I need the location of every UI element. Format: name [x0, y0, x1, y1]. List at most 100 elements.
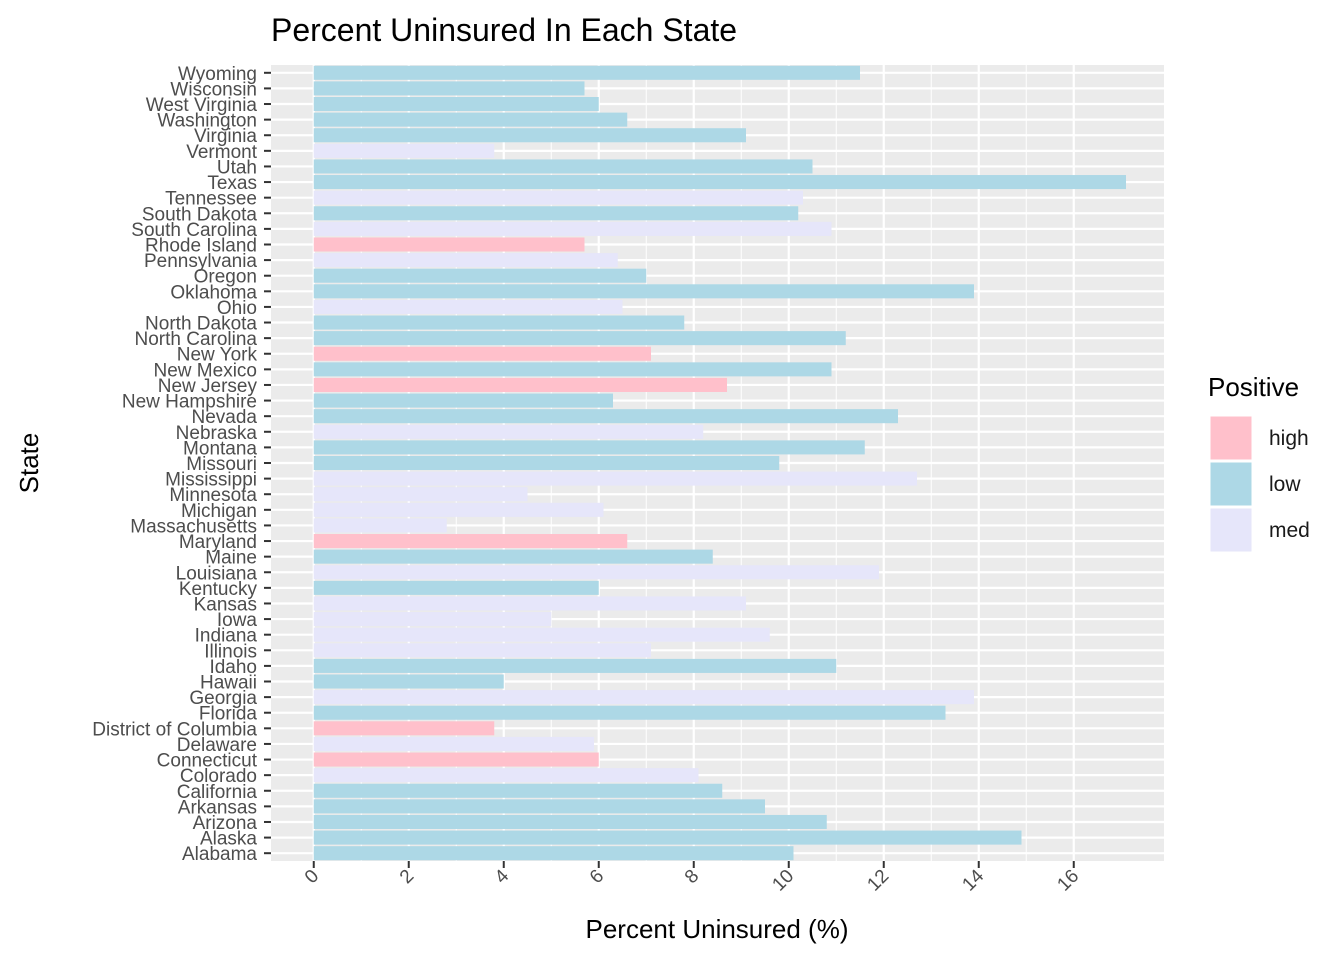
x-axis-title: Percent Uninsured (%): [586, 914, 849, 944]
y-tick-label: Texas: [207, 173, 257, 194]
bar-maryland: [313, 534, 628, 549]
bar-colorado: [313, 768, 699, 783]
y-tick-label: Kentucky: [179, 579, 258, 600]
bar-louisiana: [313, 565, 879, 580]
y-tick-label: Oregon: [194, 267, 257, 288]
bar-california: [313, 783, 723, 798]
y-axis-title: State: [14, 433, 44, 494]
y-tick-label: Delaware: [177, 735, 257, 756]
y-tick-label: Georgia: [189, 688, 257, 709]
bar-nevada: [313, 409, 898, 424]
bar-washington: [313, 112, 628, 127]
bar-ohio: [313, 299, 623, 314]
bar-massachusetts: [313, 518, 447, 533]
y-tick-label: Arizona: [193, 813, 258, 834]
bar-oklahoma: [313, 284, 974, 299]
y-tick-label: West Virginia: [146, 95, 258, 116]
y-tick-label: Rhode Island: [145, 235, 257, 256]
y-tick-label: Montana: [183, 438, 257, 459]
bar-pennsylvania: [313, 253, 618, 268]
legend: Positive high low med: [1208, 372, 1310, 553]
y-tick-label: New Mexico: [154, 360, 257, 381]
bar-iowa: [313, 612, 552, 627]
bar-north-carolina: [313, 331, 846, 346]
y-tick-label: California: [177, 782, 258, 803]
y-tick-label: South Carolina: [131, 220, 257, 241]
y-tick-label: Utah: [217, 157, 257, 178]
x-tick-label: 16: [1053, 866, 1083, 896]
legend-label-med: med: [1269, 519, 1310, 542]
x-tick-label: 12: [863, 866, 893, 896]
y-tick-label: Louisiana: [176, 563, 258, 584]
y-tick-label: Virginia: [194, 126, 257, 147]
legend-label-high: high: [1269, 427, 1309, 450]
bar-south-dakota: [313, 206, 799, 221]
y-tick-label: New Hampshire: [122, 392, 257, 413]
bar-new-hampshire: [313, 393, 613, 408]
y-tick-label: Illinois: [204, 641, 257, 662]
bar-oregon: [313, 268, 647, 283]
y-tick-label: Pennsylvania: [144, 251, 257, 272]
bar-illinois: [313, 643, 651, 658]
bar-kentucky: [313, 580, 599, 595]
y-tick-label: District of Columbia: [92, 719, 257, 740]
x-tick-label: 8: [681, 866, 703, 888]
bar-new-mexico: [313, 362, 832, 377]
y-tick-label: North Dakota: [145, 314, 257, 335]
y-tick-label: Vermont: [186, 142, 257, 163]
y-tick-label: Mississippi: [165, 470, 257, 491]
bar-north-dakota: [313, 315, 685, 330]
y-tick-label: Iowa: [217, 610, 258, 631]
y-tick-label: Michigan: [181, 501, 257, 522]
bar-maine: [313, 549, 713, 564]
bar-texas: [313, 175, 1126, 190]
bar-utah: [313, 159, 813, 174]
bar-alabama: [313, 846, 794, 861]
x-tick-label: 10: [768, 866, 798, 896]
y-tick-label: Ohio: [217, 298, 257, 319]
bar-minnesota: [313, 487, 528, 502]
bar-michigan: [313, 502, 604, 517]
legend-key-low: [1209, 461, 1253, 507]
x-axis: 0 2 4 6 8 10 12 14 16: [301, 861, 1083, 895]
bar-west-virginia: [313, 96, 599, 112]
bar-delaware: [313, 736, 594, 751]
y-tick-label: New York: [177, 345, 258, 366]
legend-key-high: [1209, 415, 1253, 461]
y-tick-label: Minnesota: [169, 485, 257, 506]
y-tick-label: Alaska: [200, 829, 257, 850]
x-tick-label: 6: [586, 866, 608, 888]
x-tick-label: 2: [396, 866, 418, 888]
y-tick-label: South Dakota: [142, 204, 258, 225]
bar-south-carolina: [313, 221, 832, 236]
legend-key-med: [1209, 507, 1253, 553]
y-tick-label: Oklahoma: [170, 282, 257, 303]
bars: [313, 65, 1126, 861]
chart-title: Percent Uninsured In Each State: [271, 12, 737, 48]
bar-montana: [313, 440, 865, 455]
y-tick-label: Indiana: [195, 626, 258, 647]
y-tick-label: Hawaii: [200, 673, 257, 694]
bar-florida: [313, 705, 946, 720]
bar-new-york: [313, 346, 651, 361]
bar-arkansas: [313, 799, 765, 814]
y-tick-label: Maine: [205, 548, 257, 569]
y-tick-label: Kansas: [194, 594, 257, 615]
bar-connecticut: [313, 752, 599, 767]
y-tick-label: Washington: [157, 111, 257, 132]
bar-kansas: [313, 596, 746, 611]
y-tick-label: Colorado: [180, 766, 257, 787]
bar-wyoming: [313, 65, 860, 80]
y-tick-label: Tennessee: [165, 189, 257, 210]
bar-indiana: [313, 627, 770, 642]
bar-mississippi: [313, 471, 917, 486]
legend-title: Positive: [1208, 372, 1299, 402]
bar-virginia: [313, 128, 746, 143]
y-tick-label: Maryland: [179, 532, 257, 553]
legend-label-low: low: [1269, 473, 1301, 496]
y-tick-label: North Carolina: [135, 329, 258, 350]
y-tick-label: Florida: [199, 704, 258, 725]
bar-tennessee: [313, 190, 803, 205]
y-tick-label: New Jersey: [158, 376, 258, 397]
bar-arizona: [313, 814, 827, 830]
